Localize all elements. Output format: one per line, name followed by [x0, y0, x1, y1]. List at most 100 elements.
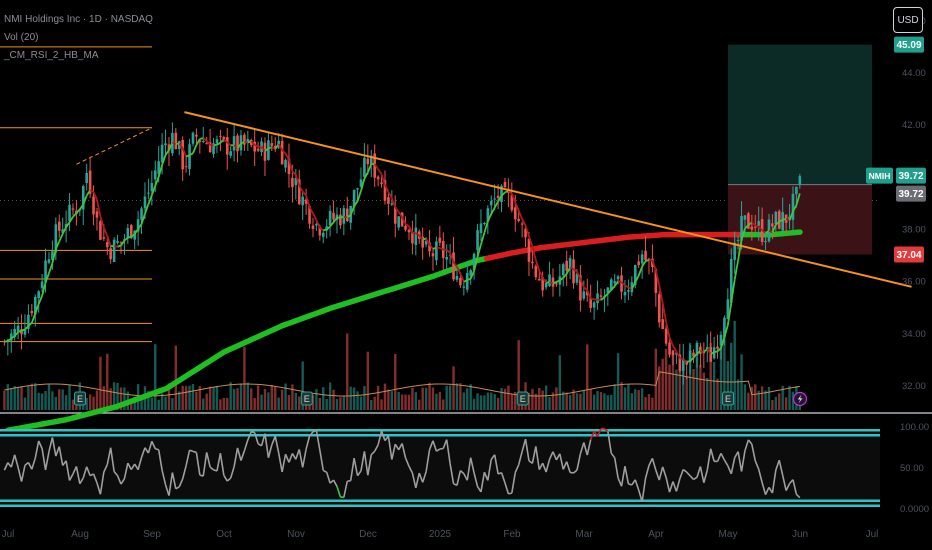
rsi-line-segment	[233, 447, 239, 467]
rsi-line-segment	[120, 478, 126, 485]
rsi-line-segment	[415, 472, 421, 489]
volume-bar	[630, 393, 634, 410]
volume-bar	[671, 350, 675, 410]
fast-moving-average-segment	[641, 260, 647, 268]
volume-bar	[712, 361, 716, 410]
volume-bar	[184, 386, 188, 410]
fast-moving-average-segment	[473, 256, 479, 272]
candle-body	[205, 143, 208, 145]
candle-body	[270, 143, 274, 147]
candle-body	[13, 328, 16, 337]
rsi-line-segment	[631, 479, 636, 486]
rsi-line-segment	[79, 477, 84, 485]
fast-moving-average-segment	[700, 350, 705, 353]
volume-bar	[788, 385, 791, 410]
rsi-line-segment	[565, 461, 571, 473]
volume-bar	[730, 342, 733, 410]
candle-body	[743, 215, 747, 220]
candle-body	[517, 218, 520, 221]
x-axis-tick-label: Mar	[575, 529, 593, 540]
fast-moving-average-segment	[332, 217, 338, 223]
rsi-line-segment	[253, 432, 259, 445]
fast-moving-average-segment	[44, 272, 50, 283]
fast-moving-average-segment	[127, 236, 132, 239]
volume-bar	[603, 393, 606, 410]
rsi-line-segment	[127, 462, 132, 470]
candle-body	[328, 210, 332, 225]
fast-moving-average-segment	[768, 230, 773, 234]
fast-moving-average-segment	[79, 204, 84, 210]
volume-bar	[328, 382, 332, 410]
rsi-line-segment	[325, 472, 331, 484]
candle-body	[496, 195, 500, 199]
rsi-line-segment	[315, 430, 321, 451]
fast-moving-average-segment	[58, 233, 64, 242]
rsi-line-segment	[661, 466, 667, 478]
fast-moving-average-segment	[514, 201, 520, 212]
rsi-line-segment	[291, 453, 297, 460]
candle-body	[195, 134, 198, 137]
candle-body	[321, 232, 325, 237]
rsi-line-segment	[723, 459, 729, 467]
currency-button[interactable]: USD	[893, 7, 923, 33]
volume-bar	[541, 390, 544, 410]
indicator-legend[interactable]: _CM_RSI_2_HB_MA	[4, 50, 99, 61]
candle-body	[236, 135, 239, 152]
fast-moving-average-segment	[531, 246, 537, 261]
volume-bar	[270, 385, 274, 410]
rsi-line-segment	[675, 478, 681, 492]
rsi-line-segment	[202, 452, 208, 477]
volume-bar	[548, 397, 551, 410]
fast-moving-average-segment	[751, 221, 756, 227]
rsi-line-segment	[668, 481, 674, 493]
candle-body	[428, 242, 431, 252]
candle-body	[424, 240, 428, 245]
candle-body	[644, 250, 647, 261]
fast-moving-average-segment	[432, 246, 437, 250]
rsi-line-segment	[271, 435, 277, 446]
rsi-line-segment	[679, 469, 685, 480]
fast-moving-average-segment	[195, 138, 201, 146]
rsi-line-segment	[648, 457, 654, 466]
fast-moving-average-segment	[775, 220, 780, 226]
candle-body	[256, 148, 260, 151]
candle-body	[640, 254, 644, 264]
candle-body	[575, 273, 579, 283]
candle-body	[249, 139, 253, 146]
candle-body	[294, 177, 298, 186]
volume-bar	[246, 382, 250, 410]
volume-bar	[706, 377, 709, 410]
volume-legend[interactable]: Vol (20)	[4, 32, 39, 43]
candle-body	[592, 302, 596, 308]
rsi-line-segment	[17, 467, 23, 482]
rsi-line-segment	[764, 486, 770, 496]
candle-body	[301, 196, 304, 206]
volume-bar	[562, 391, 565, 410]
fast-moving-average-segment	[17, 329, 22, 333]
y-axis-tick-label: 34.00	[902, 329, 926, 340]
volume-bar	[397, 391, 400, 410]
rsi-line-segment	[380, 430, 386, 441]
volume-bar	[54, 396, 58, 410]
rsi-line-segment	[740, 450, 746, 472]
volume-bar	[500, 388, 503, 410]
volume-bar	[20, 386, 23, 410]
volume-bar	[376, 385, 380, 410]
candle-body	[287, 158, 291, 175]
volume-bar	[757, 390, 760, 410]
volume-bar	[229, 382, 232, 410]
volume-bar	[188, 385, 191, 410]
candle-body	[675, 352, 678, 355]
fast-moving-average-segment	[665, 321, 671, 338]
rsi-line-segment	[421, 471, 427, 483]
fast-moving-average-segment	[240, 141, 245, 145]
candle-body	[623, 292, 627, 296]
candle-body	[181, 139, 184, 170]
candle-body	[513, 207, 517, 220]
fast-moving-average-segment	[425, 238, 431, 246]
candle-body	[616, 276, 620, 280]
rsi-line-segment	[466, 457, 472, 481]
fast-moving-average-segment	[288, 159, 294, 172]
volume-bar	[171, 398, 174, 410]
